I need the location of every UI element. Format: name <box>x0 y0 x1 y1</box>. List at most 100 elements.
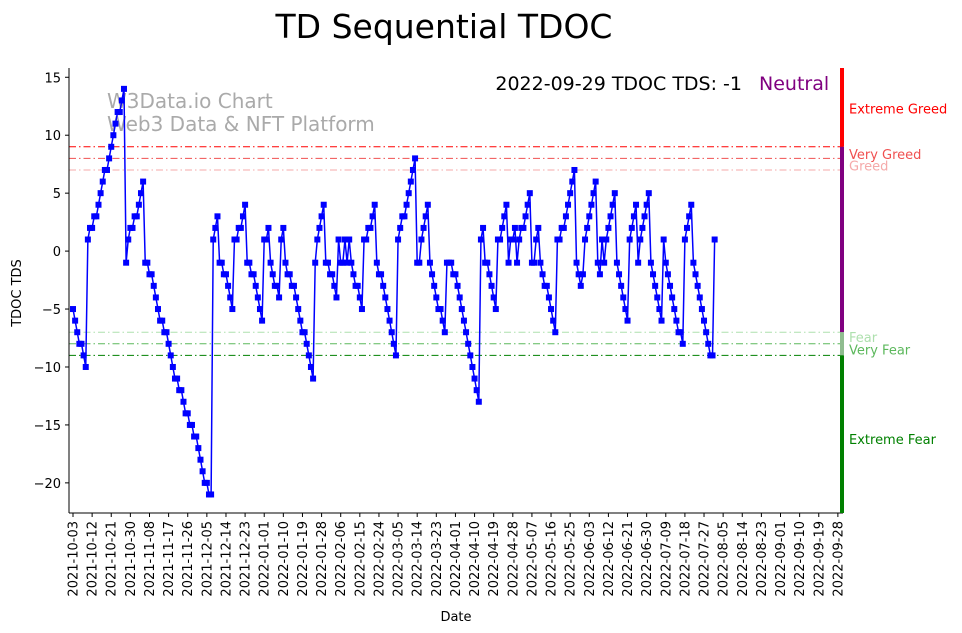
x-tick-label: 2021-11-08 <box>143 521 158 597</box>
x-tick-label: 2022-05-07 <box>525 521 540 597</box>
data-point <box>125 236 132 243</box>
data-point <box>331 282 338 289</box>
data-point <box>539 271 546 278</box>
data-point <box>395 236 402 243</box>
data-point <box>601 259 608 266</box>
data-point <box>339 259 346 266</box>
threshold-lines <box>69 146 843 356</box>
x-tick-label: 2021-11-17 <box>162 521 177 597</box>
data-point <box>233 236 240 243</box>
data-point <box>392 352 399 359</box>
data-point <box>420 224 427 231</box>
series-line-0 <box>72 88 716 496</box>
data-point <box>520 224 527 231</box>
data-point <box>346 236 353 243</box>
data-point <box>584 224 591 231</box>
data-point <box>344 259 351 266</box>
data-point <box>509 236 516 243</box>
data-point <box>463 329 470 336</box>
data-point <box>635 259 642 266</box>
data-point <box>310 375 317 382</box>
data-point <box>692 271 699 278</box>
x-tick-label: 2022-08-05 <box>717 521 732 597</box>
data-point <box>684 224 691 231</box>
data-point <box>709 352 716 359</box>
data-point <box>386 317 393 324</box>
data-point <box>471 375 478 382</box>
data-point <box>371 201 378 208</box>
data-point <box>671 306 678 313</box>
data-point <box>603 236 610 243</box>
data-point <box>341 236 348 243</box>
data-point <box>197 456 204 463</box>
data-point <box>473 387 480 394</box>
data-point <box>562 213 569 220</box>
x-tick-label: 2022-06-21 <box>621 521 636 597</box>
data-point <box>405 190 412 197</box>
data-point <box>267 259 274 266</box>
zone-label-0: Extreme Greed <box>849 103 947 118</box>
data-point <box>688 201 695 208</box>
data-point <box>460 317 467 324</box>
x-tick-label: 2021-11-26 <box>181 521 196 597</box>
data-point <box>696 294 703 301</box>
data-point <box>686 213 693 220</box>
data-point <box>437 306 444 313</box>
data-point <box>416 259 423 266</box>
data-point <box>469 363 476 370</box>
data-point <box>650 271 657 278</box>
data-point <box>575 271 582 278</box>
data-point <box>214 213 221 220</box>
x-tick-label: 2021-12-05 <box>200 521 215 597</box>
y-tick-label: 5 <box>53 187 61 202</box>
data-point <box>265 224 272 231</box>
data-point <box>448 259 455 266</box>
data-point <box>80 352 87 359</box>
data-point <box>652 282 659 289</box>
data-point <box>637 236 644 243</box>
data-point <box>701 317 708 324</box>
data-point <box>516 236 523 243</box>
data-point <box>316 224 323 231</box>
data-point <box>93 213 100 220</box>
data-point <box>150 282 157 289</box>
data-point <box>203 479 210 486</box>
x-tick-label: 2021-10-30 <box>124 521 139 597</box>
data-point <box>163 329 170 336</box>
data-point <box>110 132 117 139</box>
data-point <box>229 306 236 313</box>
data-point <box>705 340 712 347</box>
data-point <box>199 468 206 475</box>
data-point <box>569 178 576 185</box>
data-point <box>588 201 595 208</box>
data-point <box>654 294 661 301</box>
data-point <box>533 236 540 243</box>
data-point <box>403 201 410 208</box>
x-tick-label: 2021-10-12 <box>86 521 101 597</box>
data-point <box>301 329 308 336</box>
data-point <box>290 282 297 289</box>
chart-title: TD Sequential TDOC <box>275 7 613 46</box>
data-point <box>78 340 85 347</box>
data-point <box>118 97 125 104</box>
data-point <box>297 317 304 324</box>
x-tick-label: 2022-09-19 <box>812 521 827 597</box>
data-point <box>225 282 232 289</box>
data-point <box>543 282 550 289</box>
data-point <box>499 224 506 231</box>
data-point <box>286 271 293 278</box>
x-tick-label: 2022-03-23 <box>430 521 445 597</box>
data-point <box>333 294 340 301</box>
data-point <box>503 201 510 208</box>
data-point <box>537 259 544 266</box>
data-point <box>180 398 187 405</box>
zone-bar-segment-2 <box>840 332 844 356</box>
zone-label-5: Extreme Fear <box>849 433 937 448</box>
data-point <box>579 271 586 278</box>
data-point <box>409 166 416 173</box>
data-point <box>384 306 391 313</box>
y-tick-label: −20 <box>34 477 61 492</box>
data-point <box>144 259 151 266</box>
data-point <box>556 236 563 243</box>
